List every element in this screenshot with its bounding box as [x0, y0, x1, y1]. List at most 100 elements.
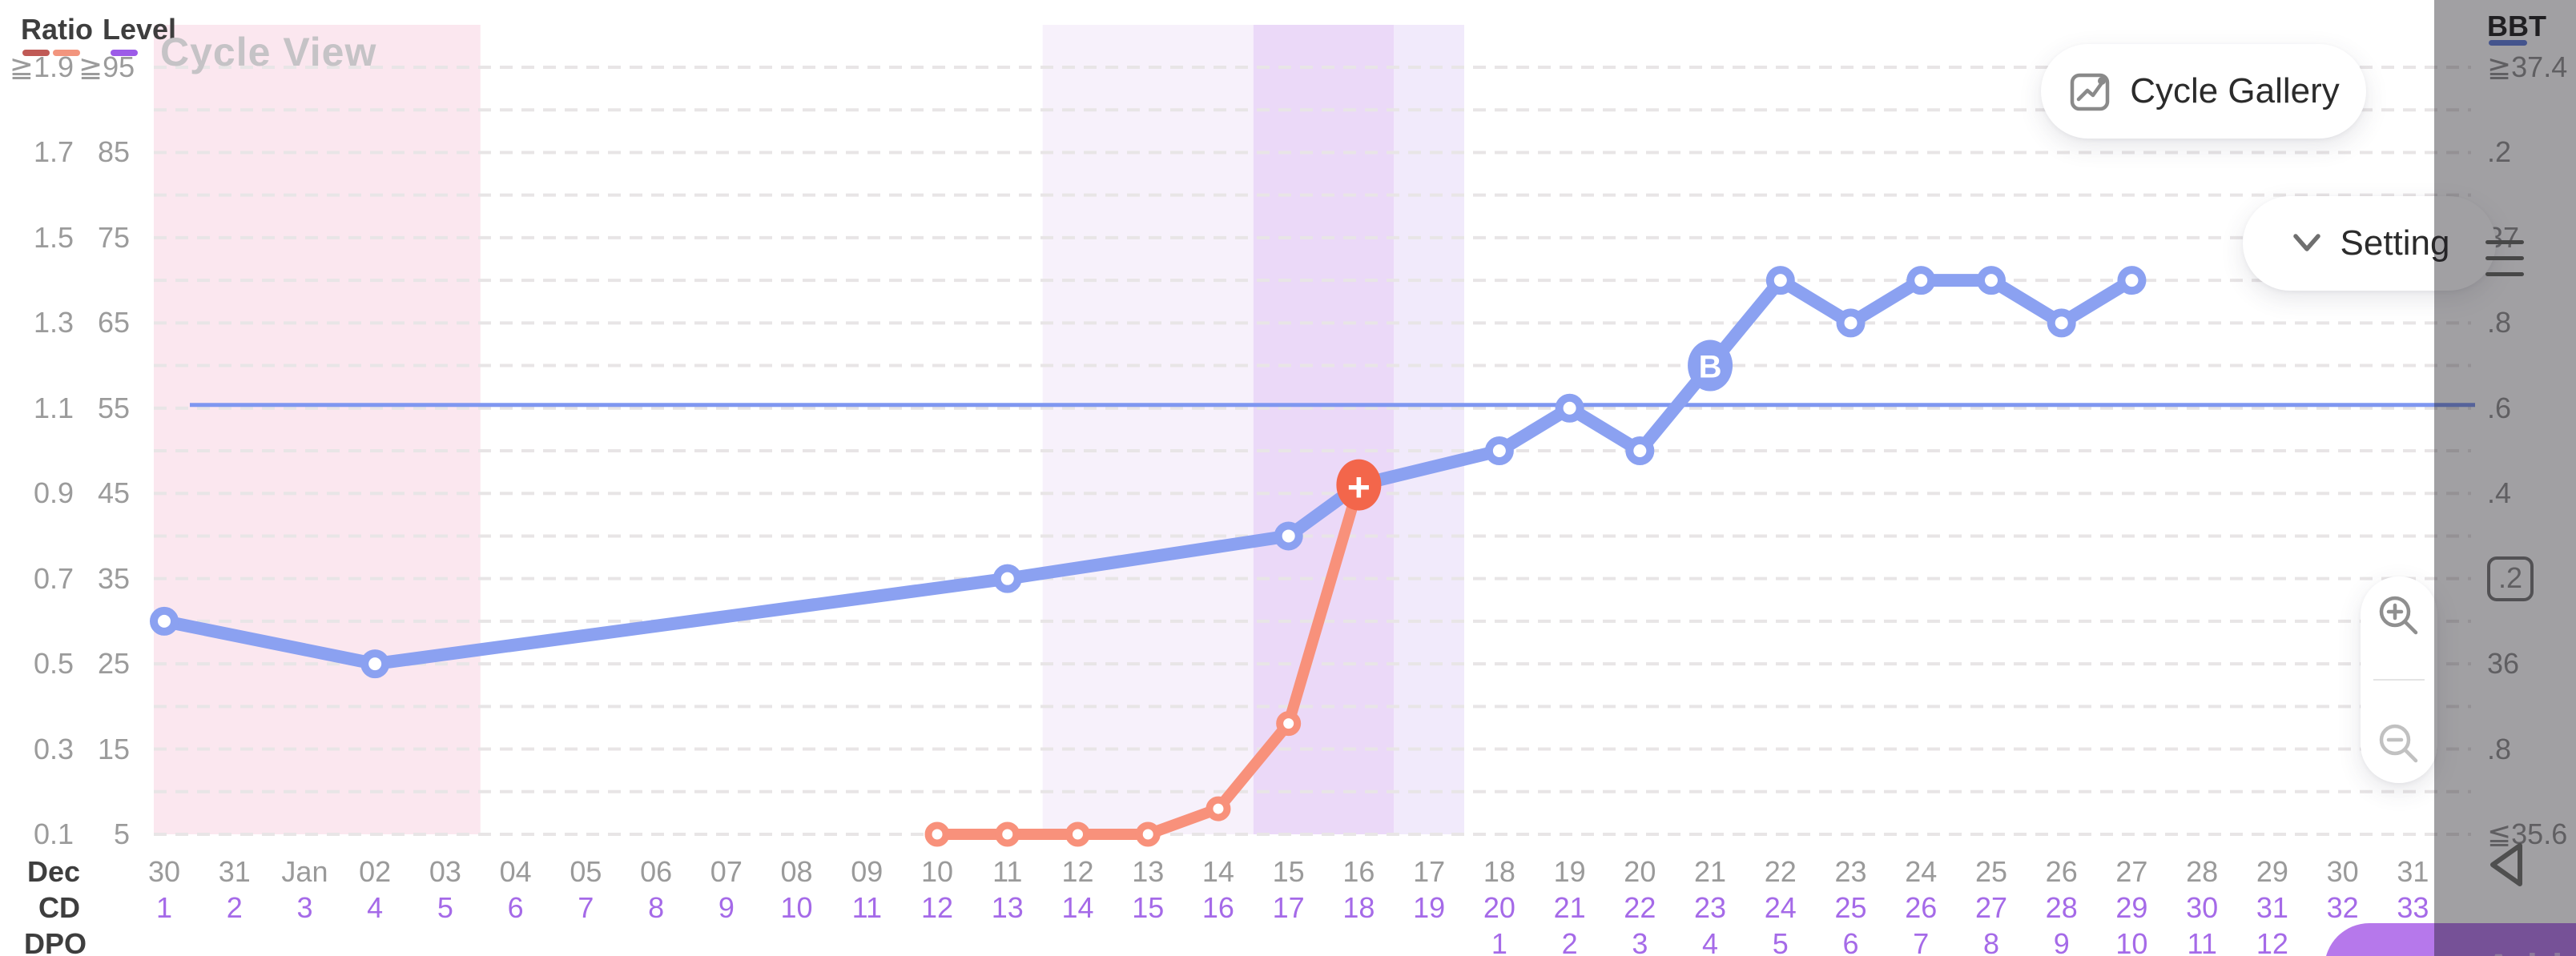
dpo-label-7: 7: [1913, 927, 1930, 956]
cd-label-21: 21: [1553, 891, 1586, 924]
date-label-cd19[interactable]: 17: [1413, 855, 1446, 888]
badge-bbt-shift[interactable]: [1688, 339, 1733, 392]
ratio-tick: 1.3: [33, 306, 74, 339]
menu-icon[interactable]: [2485, 240, 2524, 288]
date-label-cd4[interactable]: 02: [359, 855, 392, 888]
dpo-label-10: 10: [2115, 927, 2148, 956]
badge-label: +: [1347, 465, 1371, 510]
dpo-label-8: 8: [1982, 927, 1999, 956]
date-label-cd3[interactable]: Jan: [281, 855, 328, 888]
cycle-gallery-button[interactable]: Cycle Gallery: [2041, 44, 2366, 139]
bbt-temperature-point-cd28[interactable]: [2047, 308, 2076, 338]
date-label-cd18[interactable]: 16: [1342, 855, 1375, 888]
dpo-label-5: 5: [1772, 927, 1789, 956]
bbt-temperature-point-cd4[interactable]: [360, 649, 390, 679]
badge-positive-test[interactable]: [1336, 459, 1382, 511]
date-label-cd27[interactable]: 25: [1974, 855, 2007, 888]
bbt-temperature-point-cd21[interactable]: [1555, 393, 1584, 423]
cd-label-16: 16: [1201, 891, 1234, 924]
date-label-cd11[interactable]: 09: [851, 855, 883, 888]
date-label-cd13[interactable]: 11: [992, 855, 1023, 888]
level-tick: 45: [97, 476, 130, 510]
bbt-temperature-point-cd13[interactable]: [992, 564, 1022, 593]
setting-button[interactable]: Setting: [2243, 196, 2496, 291]
test-ratio-point-cd17[interactable]: [1276, 711, 1302, 737]
date-label-cd15[interactable]: 13: [1132, 855, 1165, 888]
test-series-swatch: [53, 50, 80, 56]
date-label-cd26[interactable]: 24: [1905, 855, 1938, 888]
bbt-tick: .2: [2487, 556, 2576, 601]
ratio-tick: 0.5: [33, 647, 74, 681]
cd-label-4: 4: [367, 891, 384, 924]
date-label-cd22[interactable]: 20: [1624, 855, 1656, 888]
date-label-cd14[interactable]: 12: [1061, 855, 1094, 888]
page-title: Cycle View: [160, 30, 377, 74]
date-label-cd2[interactable]: 31: [218, 855, 251, 888]
date-label-cd12[interactable]: 10: [920, 855, 954, 888]
date-label-cd9[interactable]: 07: [710, 855, 743, 888]
date-label-cd7[interactable]: 05: [570, 855, 602, 888]
cd-label-1: 1: [155, 891, 173, 924]
settings-drawer-scrim[interactable]: [2434, 0, 2576, 956]
date-label-cd21[interactable]: 19: [1553, 855, 1586, 888]
add-data-label: Add: [2485, 946, 2564, 956]
zoom-out-button[interactable]: [2374, 719, 2424, 769]
bbt-temperature-point-cd26[interactable]: [1906, 266, 1936, 295]
test-ratio-point-cd15[interactable]: [1135, 821, 1161, 847]
collapse-left-icon[interactable]: [2481, 838, 2536, 892]
date-label-cd6[interactable]: 04: [499, 855, 532, 888]
chart-gallery-icon: [2070, 73, 2110, 111]
cd-label-24: 24: [1764, 891, 1797, 924]
date-label-cd5[interactable]: 03: [429, 855, 461, 888]
date-row-header: Dec: [26, 855, 80, 888]
bbt-temperature-point-cd1[interactable]: [150, 606, 179, 636]
bbt-axis-label: BBT: [2487, 10, 2546, 42]
cd-label-7: 7: [578, 891, 594, 924]
dpo-label-11: 11: [2187, 927, 2217, 956]
date-label-cd16[interactable]: 14: [1201, 855, 1234, 888]
add-data-button[interactable]: Add: [2324, 923, 2576, 956]
test-ratio-point-cd16[interactable]: [1205, 796, 1231, 821]
cd-label-18: 18: [1342, 891, 1375, 924]
bbt-tick: ≧37.4: [2487, 50, 2568, 83]
date-label-cd33[interactable]: 31: [2397, 855, 2429, 888]
ratio-tick: 1.5: [33, 220, 74, 254]
date-label-cd8[interactable]: 06: [640, 855, 673, 888]
date-label-cd10[interactable]: 08: [780, 855, 813, 888]
date-label-cd1[interactable]: 30: [147, 855, 181, 888]
bbt-tick: .8: [2487, 732, 2512, 765]
date-label-cd30[interactable]: 28: [2186, 855, 2219, 888]
cd-label-6: 6: [507, 891, 524, 924]
zoom-in-button[interactable]: [2374, 591, 2424, 641]
level-tick: 85: [97, 135, 130, 169]
level-axis-label: Level: [103, 13, 177, 46]
level-tick: 65: [97, 306, 130, 339]
date-label-cd20[interactable]: 18: [1483, 855, 1515, 888]
dpo-label-2: 2: [1561, 927, 1578, 956]
date-label-cd32[interactable]: 30: [2326, 855, 2359, 888]
date-label-cd24[interactable]: 22: [1764, 855, 1797, 888]
test-ratio-point-cd14[interactable]: [1065, 821, 1090, 847]
bbt-temperature-point-cd20[interactable]: [1484, 436, 1514, 466]
date-label-cd31[interactable]: 29: [2256, 855, 2288, 888]
cd-label-5: 5: [437, 891, 453, 924]
dpo-label-4: 4: [1702, 927, 1719, 956]
test-ratio-point-cd12[interactable]: [924, 821, 950, 847]
bbt-temperature-point-cd22[interactable]: [1625, 436, 1655, 466]
date-label-cd29[interactable]: 27: [2115, 855, 2148, 888]
bbt-temperature-point-cd25[interactable]: [1836, 308, 1866, 338]
setting-label: Setting: [2340, 223, 2450, 263]
date-label-cd17[interactable]: 15: [1272, 855, 1305, 888]
bbt-temperature-point-cd17[interactable]: [1274, 521, 1303, 551]
bbt-temperature-point-cd29[interactable]: [2117, 266, 2147, 295]
date-label-cd25[interactable]: 23: [1834, 855, 1867, 888]
bbt-tick: .4: [2487, 476, 2512, 510]
bbt-temperature-point-cd24[interactable]: [1765, 266, 1795, 295]
date-label-cd23[interactable]: 21: [1694, 855, 1727, 888]
ratio-series-swatch: [22, 50, 50, 56]
bbt-temperature-point-cd27[interactable]: [1976, 266, 2006, 295]
cd-label-32: 32: [2326, 891, 2359, 924]
date-label-cd28[interactable]: 26: [2045, 855, 2078, 888]
test-ratio-point-cd13[interactable]: [995, 821, 1020, 847]
